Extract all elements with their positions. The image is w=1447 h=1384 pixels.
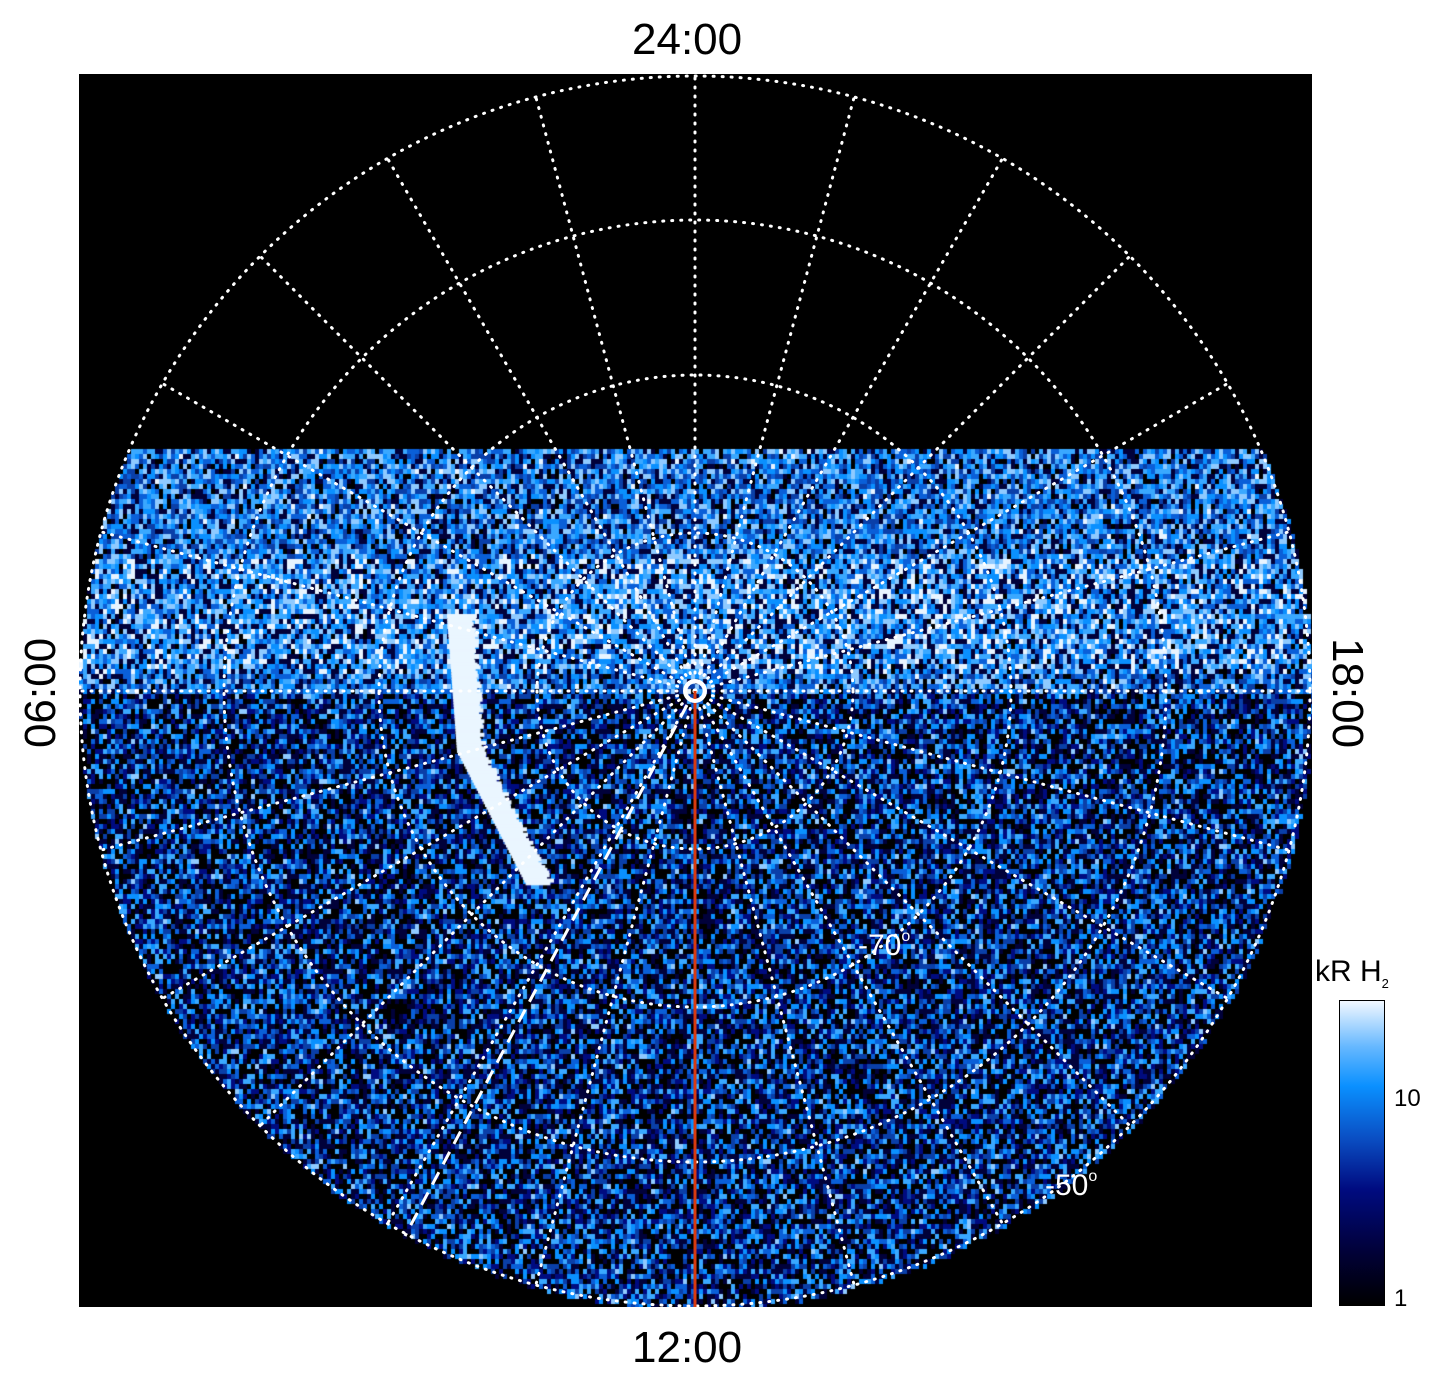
meridian-line <box>693 156 1004 693</box>
colorbar-subscript: 2 <box>1381 976 1389 991</box>
meridian-line <box>693 95 856 693</box>
meridian-line <box>160 689 697 1000</box>
pole-marker <box>683 679 707 703</box>
meridian-line <box>693 689 1004 1226</box>
meridian-line <box>258 689 697 1128</box>
latitude-circle <box>535 531 855 851</box>
label-12h: 12:00 <box>632 1323 743 1372</box>
latitude-label-70: -70o <box>858 928 911 962</box>
colorbar <box>1339 1000 1385 1306</box>
meridian-line <box>99 689 697 852</box>
meridian-line <box>693 689 1230 1000</box>
meridian-line <box>258 254 697 693</box>
meridian-line <box>534 95 697 693</box>
meridian-line <box>386 689 697 1226</box>
meridian-line <box>534 689 697 1287</box>
colorbar-unit: kR H <box>1315 955 1382 988</box>
latitude-circle <box>79 74 1312 1307</box>
meridian-line <box>693 689 1291 852</box>
colorbar-tick-1: 1 <box>1394 1285 1408 1312</box>
meridian-line <box>693 530 1291 693</box>
meridian-line <box>160 382 697 693</box>
meridian-line <box>693 382 1230 693</box>
meridian-line <box>386 156 697 693</box>
label-24h: 24:00 <box>632 15 743 64</box>
colorbar-title: kR H2 <box>1315 955 1389 991</box>
latitude-label-50: -50o <box>1045 1168 1098 1202</box>
meridian-line <box>99 530 697 693</box>
meridian-line <box>693 254 1132 693</box>
grid-overlay <box>79 74 1312 1307</box>
label-18h: 18:00 <box>1323 637 1373 749</box>
colorbar-tick-10: 10 <box>1394 1085 1421 1112</box>
polar-plot <box>79 74 1312 1307</box>
meridian-line <box>693 689 856 1287</box>
label-06h: 06:00 <box>16 637 66 749</box>
dashed-reference-line <box>403 704 689 1237</box>
meridian-line <box>693 689 1132 1128</box>
